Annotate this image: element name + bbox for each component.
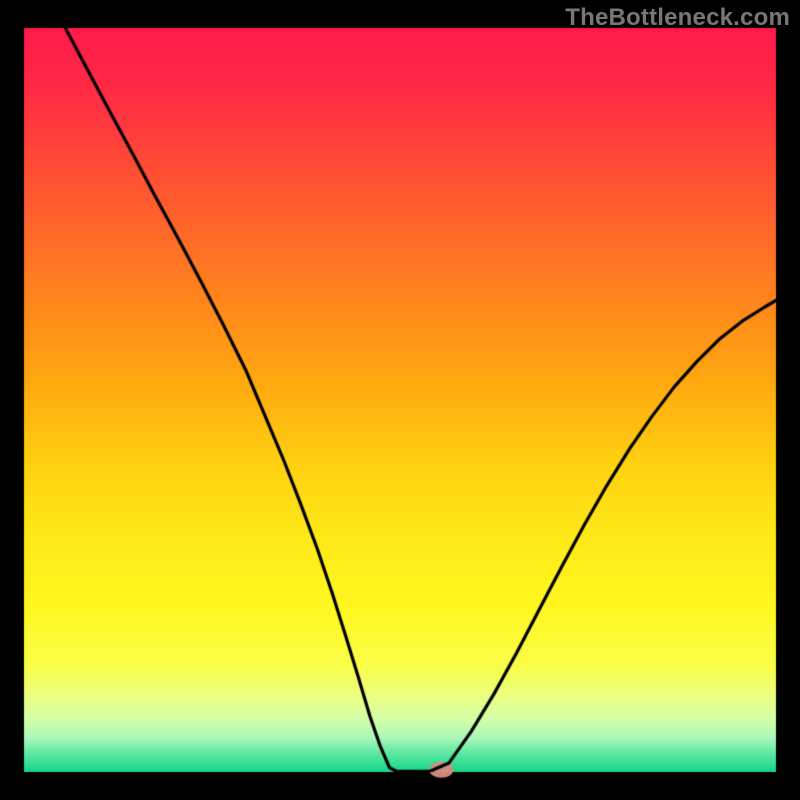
watermark-text: TheBottleneck.com [565,4,790,32]
bottleneck-curve-chart [0,0,800,800]
chart-container: TheBottleneck.com [0,0,800,800]
